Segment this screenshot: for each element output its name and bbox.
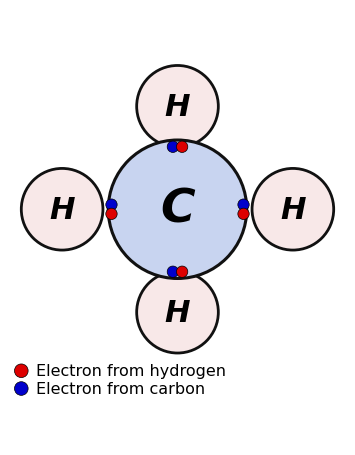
Circle shape [108, 141, 247, 279]
Text: H: H [49, 195, 75, 224]
Circle shape [238, 209, 249, 220]
Circle shape [137, 272, 218, 353]
Text: C: C [160, 187, 195, 232]
Text: H: H [165, 298, 190, 327]
Circle shape [238, 199, 249, 211]
Circle shape [167, 267, 179, 278]
Text: H: H [165, 93, 190, 121]
Circle shape [106, 209, 117, 220]
Text: Electron from hydrogen: Electron from hydrogen [36, 364, 225, 379]
Text: H: H [280, 195, 306, 224]
Text: Electron from carbon: Electron from carbon [36, 381, 204, 396]
Circle shape [21, 169, 103, 251]
Circle shape [252, 169, 334, 251]
Circle shape [176, 142, 188, 153]
Circle shape [15, 382, 28, 395]
Circle shape [176, 267, 188, 278]
Circle shape [167, 142, 179, 153]
Circle shape [15, 364, 28, 378]
Circle shape [137, 66, 218, 148]
Circle shape [106, 199, 117, 211]
